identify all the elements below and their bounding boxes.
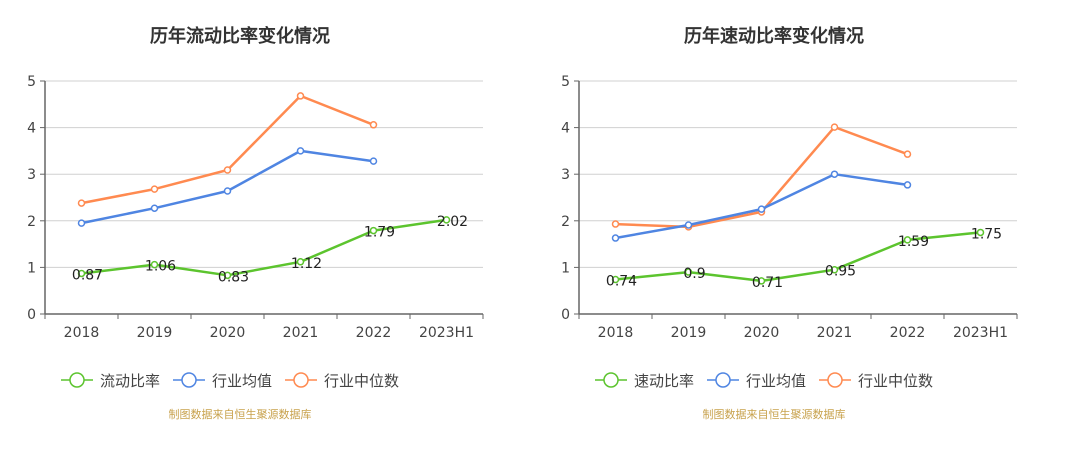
x-tick-label: 2019 bbox=[671, 325, 707, 341]
y-tick-label: 5 bbox=[561, 74, 570, 90]
data-point-industry-mean[interactable] bbox=[903, 181, 912, 189]
data-point-industry-median[interactable] bbox=[296, 92, 305, 100]
data-point-ratio[interactable] bbox=[369, 226, 378, 235]
quick-ratio-plot: 0 1 2 3 4 5 2018 2019 2020 2021 2022 2023H1 0.74 0.9 0… bbox=[561, 74, 1018, 341]
data-point-industry-mean[interactable] bbox=[757, 205, 766, 213]
data-label: 2.02 bbox=[437, 214, 468, 230]
y-tick-label: 0 bbox=[27, 307, 36, 323]
y-tick-label: 3 bbox=[561, 167, 570, 183]
legend-label: 行业均值 bbox=[746, 371, 807, 390]
data-point-industry-mean[interactable] bbox=[830, 170, 839, 178]
legend-item-industry-median[interactable]: 行业中位数 bbox=[818, 370, 933, 391]
data-point-ratio[interactable] bbox=[77, 269, 86, 278]
legend-item-quick-ratio[interactable]: 速动比率 bbox=[594, 370, 694, 391]
legend-line-circle-icon bbox=[60, 371, 94, 389]
data-label: 0.9 bbox=[683, 266, 705, 282]
data-source-note: 制图数据来自恒生聚源数据库 bbox=[168, 408, 312, 421]
legend-label: 速动比率 bbox=[634, 371, 695, 390]
series-line-ratio bbox=[615, 231, 981, 283]
x-tick-label: 2021 bbox=[817, 325, 853, 341]
chart-title: 历年速动比率变化情况 bbox=[684, 26, 864, 47]
legend-label: 行业均值 bbox=[212, 371, 273, 390]
current-ratio-plot: 0 1 2 3 4 5 2018 2019 2020 2021 2022 2023H1 0.87 1.06… bbox=[27, 74, 484, 341]
data-label: 0.95 bbox=[825, 264, 856, 280]
legend-label: 流动比率 bbox=[100, 371, 161, 390]
quick-ratio-chart-panel: 历年速动比率变化情况 0 1 2 3 4 5 2018 2019 2020 2021 2022 202… bbox=[534, 0, 1068, 473]
y-tick-label: 0 bbox=[561, 307, 570, 323]
data-point-ratio[interactable] bbox=[684, 268, 693, 276]
data-point-ratio[interactable] bbox=[830, 265, 839, 274]
chart-title: 历年流动比率变化情况 bbox=[150, 26, 330, 47]
y-tick-label: 5 bbox=[27, 74, 36, 90]
data-point-ratio[interactable] bbox=[296, 258, 305, 266]
chart-legend: 流动比率 行业均值 行业中位数 bbox=[60, 368, 399, 392]
data-point-ratio[interactable] bbox=[757, 277, 766, 285]
data-point-industry-median[interactable] bbox=[150, 185, 159, 193]
x-tick-label: 2018 bbox=[598, 325, 634, 341]
x-tick-label: 2021 bbox=[283, 325, 319, 341]
x-tick-label: 2020 bbox=[744, 325, 780, 341]
data-label: 1.06 bbox=[145, 259, 176, 275]
legend-label: 行业中位数 bbox=[858, 371, 934, 390]
data-point-industry-mean[interactable] bbox=[684, 221, 693, 229]
series-line-industry-median bbox=[81, 94, 374, 205]
data-point-industry-median[interactable] bbox=[369, 121, 378, 129]
data-point-industry-median[interactable] bbox=[611, 220, 620, 228]
x-tick-label: 2022 bbox=[356, 325, 392, 341]
x-tick-label: 2023H1 bbox=[953, 325, 1008, 341]
legend-item-industry-mean[interactable]: 行业均值 bbox=[706, 370, 806, 391]
x-tick-label: 2020 bbox=[210, 325, 246, 341]
data-point-industry-median[interactable] bbox=[223, 166, 232, 174]
series-line-ratio bbox=[81, 218, 447, 277]
legend-line-circle-icon bbox=[284, 371, 318, 389]
data-point-ratio[interactable] bbox=[976, 228, 985, 237]
x-tick-label: 2019 bbox=[137, 325, 173, 341]
data-point-industry-mean[interactable] bbox=[611, 234, 620, 242]
legend-line-circle-icon bbox=[818, 371, 852, 389]
data-point-industry-median[interactable] bbox=[830, 123, 839, 131]
data-point-industry-mean[interactable] bbox=[223, 187, 232, 195]
y-tick-label: 2 bbox=[27, 214, 36, 230]
y-tick-label: 1 bbox=[27, 260, 36, 276]
data-label: 0.87 bbox=[72, 267, 103, 283]
legend-label: 行业中位数 bbox=[324, 371, 400, 390]
data-point-industry-mean[interactable] bbox=[150, 204, 159, 212]
data-point-ratio[interactable] bbox=[903, 236, 912, 244]
data-point-ratio[interactable] bbox=[442, 216, 451, 224]
legend-item-industry-median[interactable]: 行业中位数 bbox=[284, 370, 399, 391]
data-point-ratio[interactable] bbox=[223, 271, 232, 280]
x-tick-label: 2023H1 bbox=[419, 325, 474, 341]
data-label: 0.83 bbox=[218, 269, 249, 285]
data-label: 0.74 bbox=[606, 274, 637, 290]
y-tick-label: 3 bbox=[27, 167, 36, 183]
x-tick-label: 2022 bbox=[890, 325, 926, 341]
data-point-industry-mean[interactable] bbox=[369, 157, 378, 165]
data-source-note: 制图数据来自恒生聚源数据库 bbox=[702, 408, 846, 421]
data-point-industry-mean[interactable] bbox=[296, 147, 305, 155]
chart-legend: 速动比率 行业均值 行业中位数 bbox=[594, 368, 933, 392]
legend-line-circle-icon bbox=[706, 371, 740, 389]
data-point-industry-median[interactable] bbox=[77, 199, 86, 207]
series-line-industry-mean bbox=[81, 149, 374, 225]
legend-line-circle-icon bbox=[594, 371, 628, 389]
data-point-industry-mean[interactable] bbox=[77, 219, 86, 227]
y-tick-label: 1 bbox=[561, 260, 570, 276]
data-point-industry-median[interactable] bbox=[903, 150, 912, 158]
legend-item-current-ratio[interactable]: 流动比率 bbox=[60, 370, 160, 391]
y-tick-label: 4 bbox=[561, 121, 570, 137]
data-point-ratio[interactable] bbox=[150, 260, 159, 269]
current-ratio-chart-panel: 历年流动比率变化情况 0 1 2 3 4 5 2018 2019 2020 2021 2022 202… bbox=[27, 26, 484, 421]
y-tick-label: 4 bbox=[27, 121, 36, 137]
data-label: 0.71 bbox=[752, 275, 783, 291]
x-tick-label: 2018 bbox=[64, 325, 100, 341]
legend-item-industry-mean[interactable]: 行业均值 bbox=[172, 370, 272, 391]
data-label: 1.75 bbox=[971, 226, 1002, 242]
y-tick-label: 2 bbox=[561, 214, 570, 230]
legend-line-circle-icon bbox=[172, 371, 206, 389]
data-label: 1.59 bbox=[898, 234, 929, 250]
data-label: 1.12 bbox=[291, 256, 322, 272]
data-point-ratio[interactable] bbox=[611, 275, 620, 284]
data-label: 1.79 bbox=[364, 225, 395, 241]
